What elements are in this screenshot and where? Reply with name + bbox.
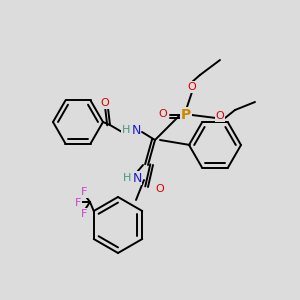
Text: F: F <box>75 198 81 208</box>
Text: H: H <box>122 125 130 135</box>
Text: N: N <box>131 124 141 136</box>
Text: O: O <box>159 109 167 119</box>
Text: P: P <box>181 108 191 122</box>
Text: O: O <box>216 111 224 121</box>
Text: H: H <box>123 173 131 183</box>
Text: O: O <box>100 98 109 108</box>
Text: O: O <box>156 184 164 194</box>
Text: O: O <box>188 82 196 92</box>
Text: F: F <box>81 209 87 219</box>
Text: N: N <box>132 172 142 184</box>
Text: F: F <box>81 187 87 197</box>
